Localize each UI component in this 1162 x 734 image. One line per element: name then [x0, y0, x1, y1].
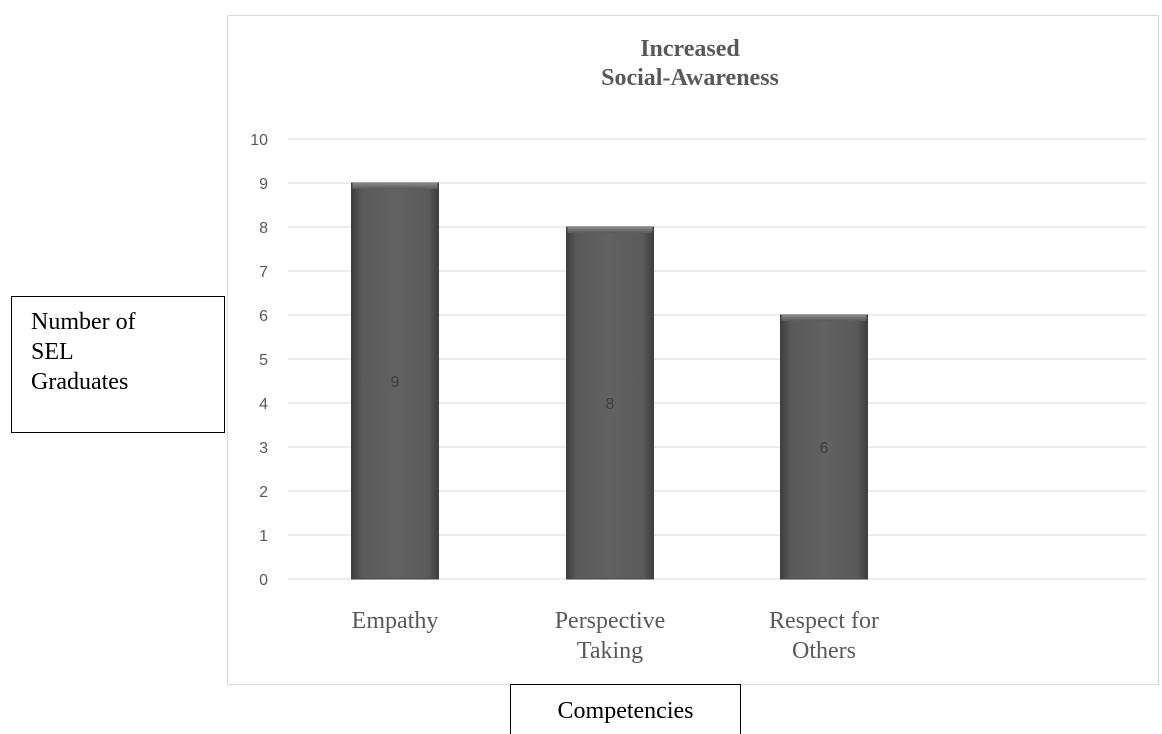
bar-group	[351, 182, 439, 580]
x-tick-label: Empathy	[352, 608, 439, 634]
bar-top-bevel	[781, 315, 867, 321]
bar-top-bevel	[567, 227, 653, 233]
y-axis-label-line: Number of	[31, 309, 136, 335]
bar-group	[780, 314, 868, 580]
bar-group	[566, 226, 654, 580]
y-tick-label: 7	[259, 264, 268, 281]
x-tick-label: Taking	[577, 638, 643, 664]
data-label: 6	[820, 440, 829, 457]
bar-top-bevel	[352, 183, 438, 189]
y-tick-label: 3	[259, 440, 268, 457]
y-tick-label: 5	[259, 352, 268, 369]
y-tick-label: 10	[250, 132, 268, 149]
y-tick-label: 6	[259, 308, 268, 325]
y-axis-label: Number of SEL Graduates	[11, 296, 225, 433]
x-axis-ticks: Empathy Perspective Taking Respect for Other…	[352, 608, 879, 664]
x-tick-label: Perspective	[555, 608, 666, 634]
y-axis-ticks: 0 1 2 3 4 5 6 7 8 9 10	[250, 132, 268, 589]
bar	[351, 182, 439, 580]
bar	[566, 226, 654, 580]
chart-title-line-2: Social-Awareness	[601, 65, 779, 91]
x-axis-label: Competencies	[510, 684, 741, 734]
y-tick-label: 1	[259, 528, 268, 545]
y-axis-label-line: SEL	[31, 339, 74, 365]
y-tick-label: 2	[259, 484, 268, 501]
y-tick-label: 0	[259, 572, 268, 589]
bars: 9 8 6	[351, 182, 868, 580]
data-label: 9	[391, 374, 400, 391]
bar	[780, 314, 868, 580]
data-label: 8	[606, 396, 615, 413]
y-axis-label-line: Graduates	[31, 369, 129, 395]
y-tick-label: 4	[259, 396, 268, 413]
y-tick-label: 8	[259, 220, 268, 237]
x-tick-label: Others	[792, 638, 856, 664]
x-tick-label: Respect for	[769, 608, 879, 634]
y-tick-label: 9	[259, 176, 268, 193]
chart-title-line-1: Increased	[640, 36, 740, 62]
